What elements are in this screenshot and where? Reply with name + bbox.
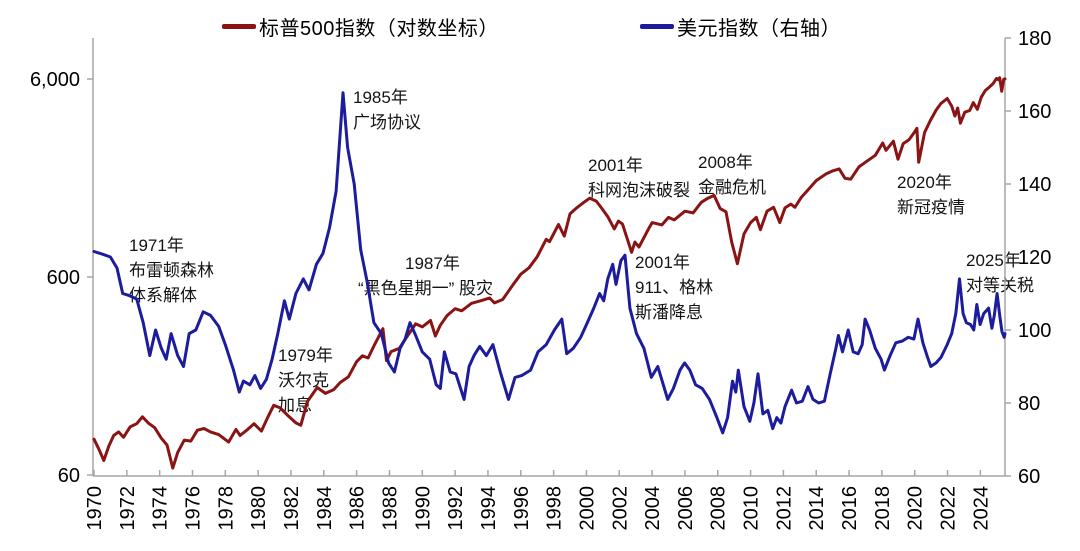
annotation-line: 金融危机 (698, 178, 766, 197)
x-axis-tick-label: 1992 (445, 486, 467, 531)
x-axis-tick-label: 2016 (839, 486, 861, 531)
legend-item-usd-index: 美元指数（右轴） (640, 12, 841, 41)
annotation-line: 对等关税 (966, 276, 1034, 295)
x-axis-tick-label: 1986 (347, 486, 369, 531)
right-axis-tick-label: 160 (1018, 101, 1051, 123)
x-axis-tick-label: 2022 (938, 486, 960, 531)
event-annotation-3: 1985年广场协议 (353, 85, 421, 135)
annotation-line: 广场协议 (353, 113, 421, 132)
x-axis-tick-label: 2014 (806, 486, 828, 531)
x-axis-tick-label: 2004 (642, 486, 664, 531)
x-axis-tick-label: 2024 (970, 486, 992, 531)
event-annotation-6: 2001年 911、格林 斯潘降息 (635, 250, 713, 325)
event-annotation-5: 2001年科网泡沫破裂 (588, 153, 690, 203)
x-axis-tick-label: 1976 (182, 486, 204, 531)
annotation-line: 体系解体 (129, 286, 197, 305)
annotation-line: 2001年 (635, 253, 690, 272)
x-axis-tick-label: 1982 (281, 486, 303, 531)
x-axis-tick-label: 1974 (150, 486, 172, 531)
left-axis-tick-label: 6,000 (30, 69, 80, 91)
x-axis-tick-label: 2010 (741, 486, 763, 531)
left-axis-tick-label: 600 (47, 267, 80, 289)
event-annotation-9: 2025年对等关税 (966, 248, 1034, 298)
left-axis-tick-label: 60 (58, 465, 80, 487)
usd-index-series-line (92, 91, 1007, 435)
annotation-line: 911、格林 (635, 278, 714, 297)
event-annotation-7: 2008年金融危机 (698, 150, 766, 200)
x-axis-tick-label: 2006 (675, 486, 697, 531)
annotation-line: 1987年 (405, 254, 460, 273)
annotation-line: 沃尔克 (278, 371, 329, 390)
x-axis-tick-label: 2008 (708, 486, 730, 531)
x-axis-tick-label: 1988 (379, 486, 401, 531)
x-axis-tick-label: 1978 (215, 486, 237, 531)
legend-label-sp500: 标普500指数（对数坐标） (259, 18, 499, 40)
usd-index-line-swatch (640, 24, 674, 29)
x-axis-tick-label: 1980 (248, 486, 270, 531)
right-axis-tick-label: 140 (1018, 174, 1051, 196)
annotation-line: 2001年 (588, 156, 643, 175)
event-annotation-8: 2020年新冠疫情 (897, 170, 965, 220)
right-axis-tick-label: 120 (1018, 247, 1051, 269)
annotation-line: 1971年 (129, 236, 184, 255)
right-axis-tick-label: 80 (1018, 393, 1040, 415)
annotation-line: “黑色星期一” 股灾 (358, 279, 494, 298)
x-axis-tick-label: 2002 (609, 486, 631, 531)
x-axis-tick-label: 1972 (117, 486, 139, 531)
annotation-line: 布雷顿森林 (129, 261, 214, 280)
annotation-line: 2025年 (966, 251, 1021, 270)
annotation-line: 斯潘降息 (635, 303, 703, 322)
x-axis-tick-label: 1998 (544, 486, 566, 531)
event-annotation-1: 1971年布雷顿森林体系解体 (129, 233, 214, 308)
x-axis-tick-label: 2012 (773, 486, 795, 531)
annotation-line: 2020年 (897, 173, 952, 192)
annotation-line: 2008年 (698, 153, 753, 172)
x-axis-tick-label: 2020 (905, 486, 927, 531)
x-axis-tick-label: 1990 (412, 486, 434, 531)
x-axis-tick-label: 1970 (84, 486, 106, 531)
x-axis-tick-label: 2000 (576, 486, 598, 531)
x-axis-tick-label: 1984 (314, 486, 336, 531)
legend-label-usd-index: 美元指数（右轴） (677, 18, 841, 40)
x-axis-tick-label: 1994 (478, 486, 500, 531)
sp500-series-line (92, 76, 1007, 470)
annotation-line: 1985年 (353, 88, 408, 107)
annotation-line: 科网泡沫破裂 (588, 181, 690, 200)
sp500-line-swatch (222, 24, 256, 29)
right-axis-tick-label: 100 (1018, 320, 1051, 342)
annotation-line: 1979年 (278, 346, 333, 365)
x-axis-tick-label: 1996 (511, 486, 533, 531)
legend-item-sp500: 标普500指数（对数坐标） (222, 12, 499, 41)
right-axis-tick-label: 60 (1018, 466, 1040, 488)
event-annotation-4: 1987年 “黑色星期一” 股灾 (358, 251, 493, 301)
x-axis-tick-label: 2018 (872, 486, 894, 531)
right-axis-tick-label: 180 (1018, 28, 1051, 50)
annotation-line: 新冠疫情 (897, 198, 965, 217)
